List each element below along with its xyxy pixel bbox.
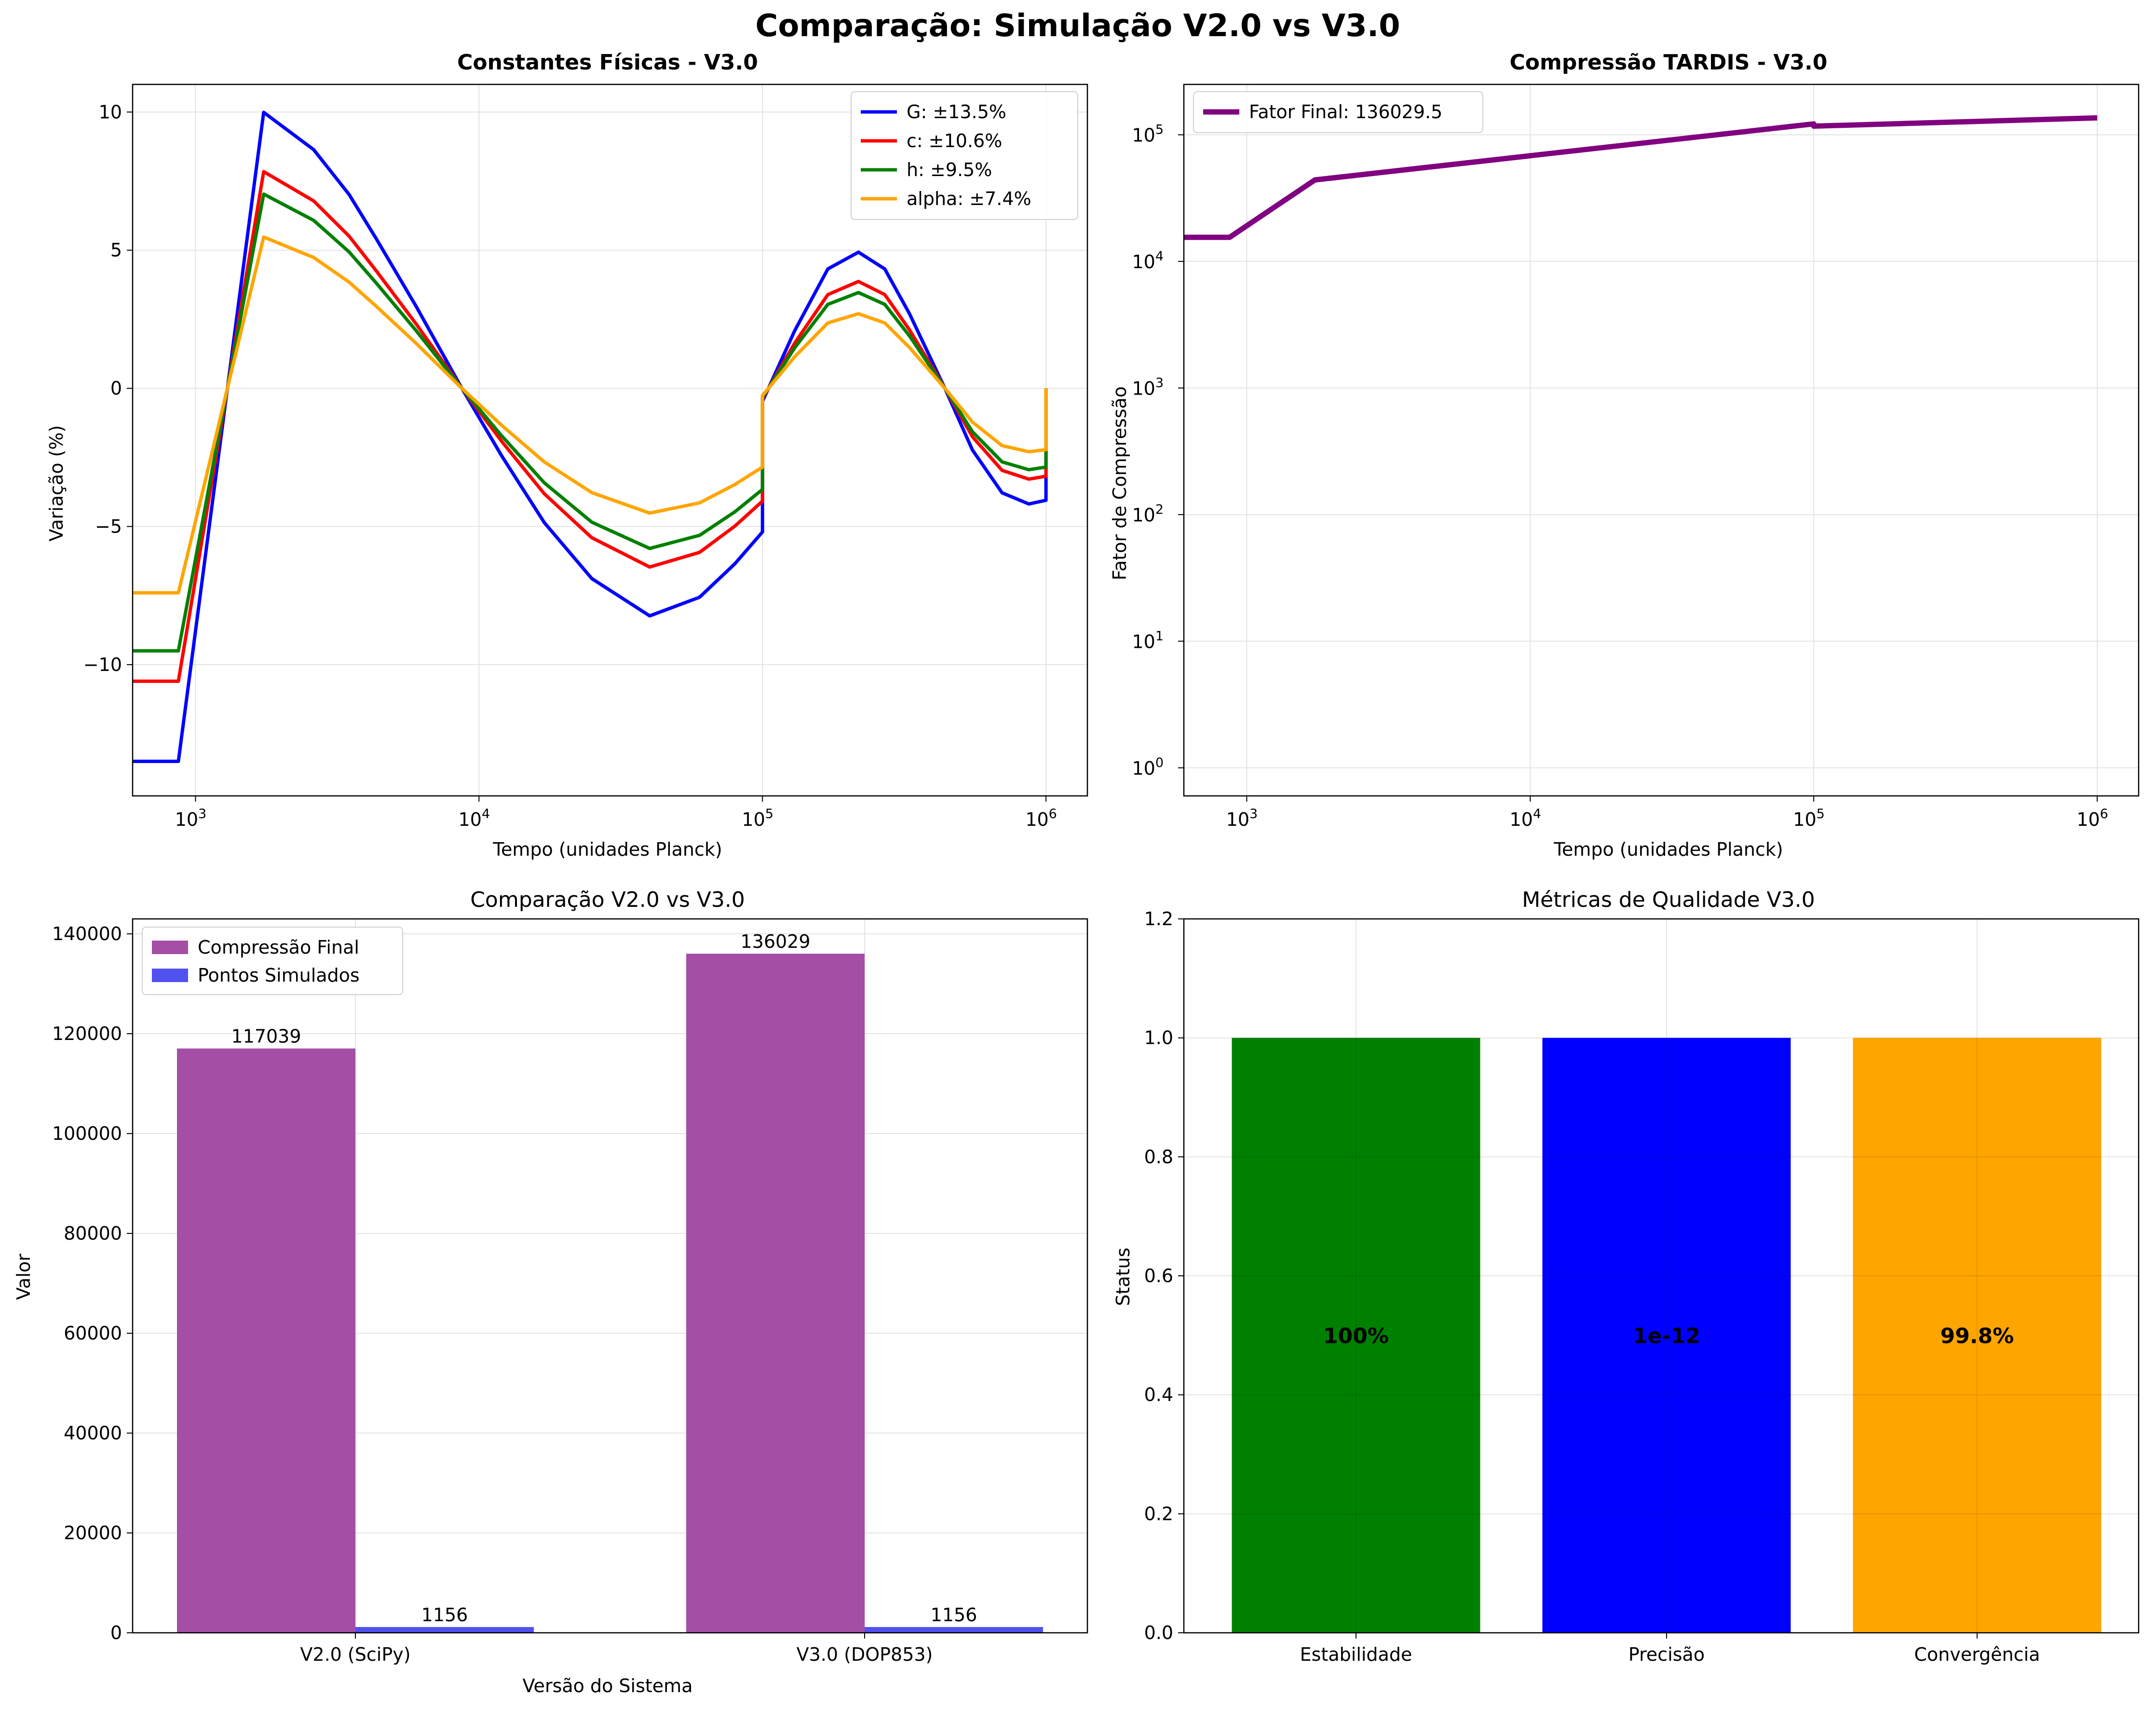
ytick-label: −5 [95,516,122,537]
panel4-title: Métricas de Qualidade V3.0 [1522,888,1815,912]
bar-value-label: 136029 [740,931,810,952]
legend-entry: h: ±9.5% [907,159,992,180]
panel1-title: Constantes Físicas - V3.0 [457,50,758,75]
legend-box [851,91,1078,220]
ytick-label: 100000 [52,1123,122,1144]
panel2-ylabel: Fator de Compressão [1109,386,1130,580]
series-line-alpha [133,235,1048,595]
panel-comparacao: Comparação V2.0 vs V3.0 Versão do Sistem… [13,888,1088,1696]
legend-swatch [152,941,188,954]
legend-entry: Fator Final: 136029.5 [1249,101,1442,123]
plot-frame [132,918,1088,1634]
xtick-exponent: 4 [1533,807,1541,821]
bar-value-label: 1156 [931,1604,977,1626]
xtick-exponent: 4 [482,807,490,821]
ytick-label: 0.2 [1144,1503,1173,1524]
xtick-label: Precisão [1628,1644,1705,1665]
ytick-label: 40000 [64,1422,122,1444]
panel-metricas-qualidade: Métricas de Qualidade V3.0 Status 0.0 0.2… [1112,888,2140,1665]
ytick-label: 1.2 [1144,908,1173,930]
ytick-label: 1.0 [1144,1027,1173,1049]
legend-entry: G: ±13.5% [907,101,1006,123]
ytick-label: 120000 [52,1023,122,1044]
xtick-label: 106 [2076,807,2108,830]
series-line-h [133,192,1048,653]
legend-entry: Compressão Final [198,937,359,958]
plot-frame [1183,918,2140,1634]
ytick-label: 0.6 [1144,1265,1173,1286]
xtick-exponent: 6 [2100,807,2108,821]
panel2-title: Compressão TARDIS - V3.0 [1509,50,1827,75]
xtick-exponent: 5 [1817,807,1825,821]
plot-frame [1183,83,2140,797]
ytick-label: 20000 [64,1522,122,1544]
xtick-label: 103 [1226,807,1258,830]
bar-compressao-final [177,1048,355,1633]
series-line-c [133,170,1048,683]
ytick-exponent: 1 [1155,629,1164,643]
plot-frame [132,83,1088,797]
bar-compressao-final [686,954,865,1633]
xtick-label: V3.0 (DOP853) [797,1644,933,1665]
ytick-exponent: 5 [1155,122,1164,137]
series-line-g [133,110,1048,763]
legend-entry: alpha: ±7.4% [907,188,1031,209]
xtick-label: Convergência [1914,1644,2040,1665]
xtick-exponent: 6 [1049,807,1057,821]
legend-entry: Pontos Simulados [198,965,360,986]
panel2-xlabel: Tempo (unidades Planck) [1553,839,1783,860]
metric-bar-label: 100% [1323,1324,1389,1348]
ytick-label: 101 [1132,629,1164,652]
bar-pontos-simulados [865,1627,1043,1633]
xtick-exponent: 3 [1249,807,1258,821]
ytick-label: 60000 [64,1323,122,1344]
figure-title: Comparação: Simulação V2.0 vs V3.0 [755,8,1400,44]
ytick-exponent: 0 [1155,755,1164,770]
ytick-label: 5 [110,240,122,261]
metric-bar-label: 1e-12 [1633,1324,1700,1348]
bar-pontos-simulados [355,1627,534,1633]
legend-entry: c: ±10.6% [907,130,1002,151]
xtick-exponent: 5 [765,807,773,821]
series-line-fator [1184,115,2098,240]
panel3-xlabel: Versão do Sistema [523,1675,693,1696]
ytick-label: 80000 [64,1223,122,1244]
legend-box [142,927,403,995]
panel1-xlabel: Tempo (unidades Planck) [492,839,722,860]
legend-swatch [152,969,188,982]
legend-box [1193,91,1483,133]
ytick-label: 0.0 [1144,1622,1173,1643]
panel3-ylabel: Valor [13,1254,34,1300]
metric-bar-0 [1232,1038,1480,1633]
panel-constantes-fisicas: Constantes Físicas - V3.0 Tempo (unidade… [46,50,1088,860]
xtick-label: Estabilidade [1300,1644,1412,1665]
ytick-label: 140000 [52,923,122,944]
ytick-label: 0.4 [1144,1384,1173,1406]
xtick-label: V2.0 (SciPy) [300,1644,410,1665]
bar-value-label: 1156 [421,1604,468,1626]
panel1-ylabel: Variação (%) [46,425,67,541]
ytick-label: 0.8 [1144,1146,1173,1167]
ytick-label: 0 [110,378,122,399]
ytick-label: 0 [110,1622,122,1643]
bar-value-label: 117039 [231,1026,301,1047]
ytick-exponent: 4 [1155,249,1164,264]
ytick-exponent: 2 [1155,502,1164,517]
ytick-exponent: 3 [1155,375,1164,390]
xtick-exponent: 3 [198,807,206,821]
ytick-label: −10 [83,654,122,675]
panel3-title: Comparação V2.0 vs V3.0 [470,888,745,912]
metric-bar-2 [1853,1038,2102,1633]
panel4-ylabel: Status [1112,1247,1134,1306]
ytick-label: 10 [99,101,122,123]
metric-bar-1 [1542,1038,1791,1633]
metric-bar-label: 99.8% [1940,1324,2014,1348]
